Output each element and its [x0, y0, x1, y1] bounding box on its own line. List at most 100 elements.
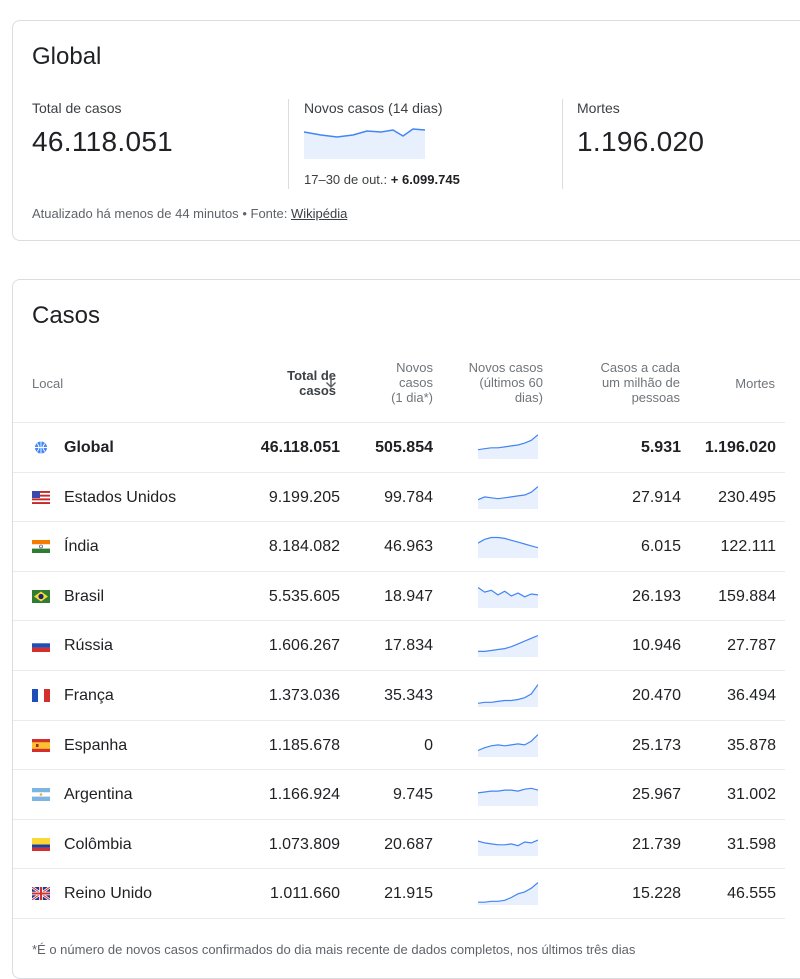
- updated-info: Atualizado há menos de 44 minutos • Font…: [32, 206, 348, 221]
- table-row[interactable]: Estados Unidos 9.199.205 99.784 27.914 230.4…: [13, 471, 785, 522]
- per-million-cell: 20.470: [632, 687, 681, 704]
- global-summary-card: Global Total de casos 46.118.051 Novos c…: [12, 20, 800, 241]
- country-name: Colômbia: [64, 835, 132, 853]
- sparkline-60-days: [478, 537, 538, 559]
- flag-co-icon: [32, 837, 50, 851]
- table-row[interactable]: Rússia 1.606.267 17.834 10.946 27.787: [13, 620, 785, 670]
- deaths-cell: 31.598: [727, 835, 776, 853]
- new-cases-cell: 9.745: [392, 786, 433, 804]
- new-cases-cell: 20.687: [384, 835, 433, 853]
- deaths-cell: 31.002: [727, 786, 776, 804]
- divider: [288, 99, 289, 189]
- new-cases-sparkline: [303, 128, 426, 159]
- new-cases-range: 17–30 de out.: + 6.099.745: [304, 172, 460, 187]
- new-cases-cell: 21.915: [384, 885, 433, 903]
- sparkline-60-days: [478, 586, 538, 608]
- sparkline-60-days: [478, 684, 538, 707]
- globe-icon: [35, 441, 47, 454]
- deaths-cell: 46.555: [727, 885, 776, 903]
- total-cases-value: 46.118.051: [32, 126, 174, 157]
- new-cases-cell: 505.854: [375, 439, 433, 456]
- per-million-cell: 15.228: [632, 885, 681, 903]
- sparkline-60-days: [478, 787, 538, 807]
- table-end-border: [13, 918, 785, 919]
- sparkline-60-days: [478, 839, 538, 856]
- flag-ru-icon: [32, 639, 50, 653]
- flag-fr-icon: [32, 689, 50, 702]
- total-cases-cell: 8.184.082: [268, 538, 340, 556]
- total-cases-cell: 1.373.036: [268, 687, 340, 704]
- cases-table-card: Casos Local Total de casos Novos casos (…: [12, 279, 800, 979]
- new-cases-cell: 18.947: [384, 587, 433, 605]
- sparkline-60-days: [478, 434, 538, 459]
- new-cases-cell: 99.784: [384, 488, 433, 506]
- flag-es-icon: [32, 738, 50, 752]
- sparkline-60-days: [478, 635, 538, 658]
- deaths-cell: 27.787: [727, 637, 776, 655]
- deaths-cell: 35.878: [727, 736, 776, 754]
- col-local-header[interactable]: Local: [32, 376, 64, 391]
- country-name: Argentina: [64, 786, 133, 804]
- country-name: Estados Unidos: [64, 488, 177, 506]
- col-per-million-header[interactable]: Casos a cada um milhão de pessoas: [600, 360, 681, 405]
- deaths-cell: 122.111: [720, 538, 776, 556]
- total-cases-cell: 1.073.809: [268, 835, 340, 853]
- total-cases-label: Total de casos: [32, 100, 122, 116]
- table-row[interactable]: Colômbia 1.073.809 20.687 21.739 31.598: [13, 818, 785, 869]
- total-cases-cell: 1.185.678: [268, 736, 340, 754]
- total-cases-cell: 9.199.205: [268, 488, 340, 506]
- table-row[interactable]: Brasil 5.535.605 18.947 26.193 159.884: [13, 570, 785, 621]
- per-million-cell: 27.914: [632, 488, 681, 506]
- total-cases-cell: 1.606.267: [268, 637, 340, 655]
- table-row[interactable]: França 1.373.036 35.343 20.470 36.494: [13, 670, 785, 720]
- country-name: Brasil: [64, 587, 105, 605]
- flag-ar-icon: [32, 788, 50, 802]
- deaths-cell: 159.884: [718, 587, 776, 605]
- per-million-cell: 5.931: [640, 439, 681, 456]
- table-row[interactable]: Espanha 1.185.678 0 25.173 35.878: [13, 719, 785, 770]
- per-million-cell: 21.739: [632, 835, 681, 853]
- table-row[interactable]: Global 46.118.051 505.854 5.931 1.196.020: [13, 422, 785, 472]
- deaths-cell: 36.494: [727, 687, 776, 704]
- per-million-cell: 25.967: [632, 786, 681, 804]
- sparkline-60-days: [478, 733, 538, 757]
- flag-gb-icon: [32, 887, 50, 901]
- new-cases-cell: 17.834: [384, 637, 433, 655]
- deaths-label: Mortes: [577, 100, 620, 116]
- table-row[interactable]: Argentina 1.166.924 9.745 25.967 31.002: [13, 769, 785, 819]
- flag-in-icon: [32, 540, 50, 554]
- global-title: Global: [32, 43, 102, 70]
- deaths-cell: 1.196.020: [704, 439, 776, 456]
- wikipedia-source-link[interactable]: Wikipédia: [290, 206, 348, 221]
- table-row[interactable]: Índia 8.184.082 46.963 6.015 122.111: [13, 521, 785, 571]
- new-cases-cell: 0: [424, 736, 433, 754]
- deaths-cell: 230.495: [718, 488, 776, 506]
- sparkline-60-days: [478, 485, 538, 509]
- new-cases-cell: 35.343: [384, 687, 433, 704]
- col-new-header[interactable]: Novos casos (1 dia*): [391, 360, 433, 405]
- country-name: França: [64, 687, 114, 704]
- footnote: *É o número de novos casos confirmados d…: [32, 942, 636, 957]
- country-name: Global: [64, 439, 114, 456]
- deaths-value: 1.196.020: [577, 126, 705, 157]
- new-cases-label: Novos casos (14 dias): [304, 100, 443, 116]
- divider: [562, 99, 563, 189]
- col-new60-header[interactable]: Novos casos (últimos 60 dias): [468, 360, 543, 405]
- sort-arrow-down-icon[interactable]: [324, 375, 338, 389]
- col-deaths-header[interactable]: Mortes: [735, 376, 775, 391]
- per-million-cell: 10.946: [632, 637, 681, 655]
- new-cases-cell: 46.963: [384, 538, 433, 556]
- country-name: Rússia: [64, 637, 113, 655]
- country-name: Reino Unido: [64, 885, 153, 903]
- total-cases-cell: 5.535.605: [268, 587, 340, 605]
- flag-br-icon: [32, 589, 50, 603]
- per-million-cell: 26.193: [632, 587, 681, 605]
- flag-us-icon: [32, 490, 50, 504]
- per-million-cell: 25.173: [632, 736, 681, 754]
- sparkline-60-days: [478, 882, 538, 906]
- table-row[interactable]: Reino Unido 1.011.660 21.915 15.228 46.555: [13, 868, 785, 918]
- col-total-header[interactable]: Total de casos: [287, 368, 336, 398]
- per-million-cell: 6.015: [640, 538, 681, 556]
- cases-title: Casos: [32, 302, 101, 329]
- country-name: Índia: [64, 538, 99, 556]
